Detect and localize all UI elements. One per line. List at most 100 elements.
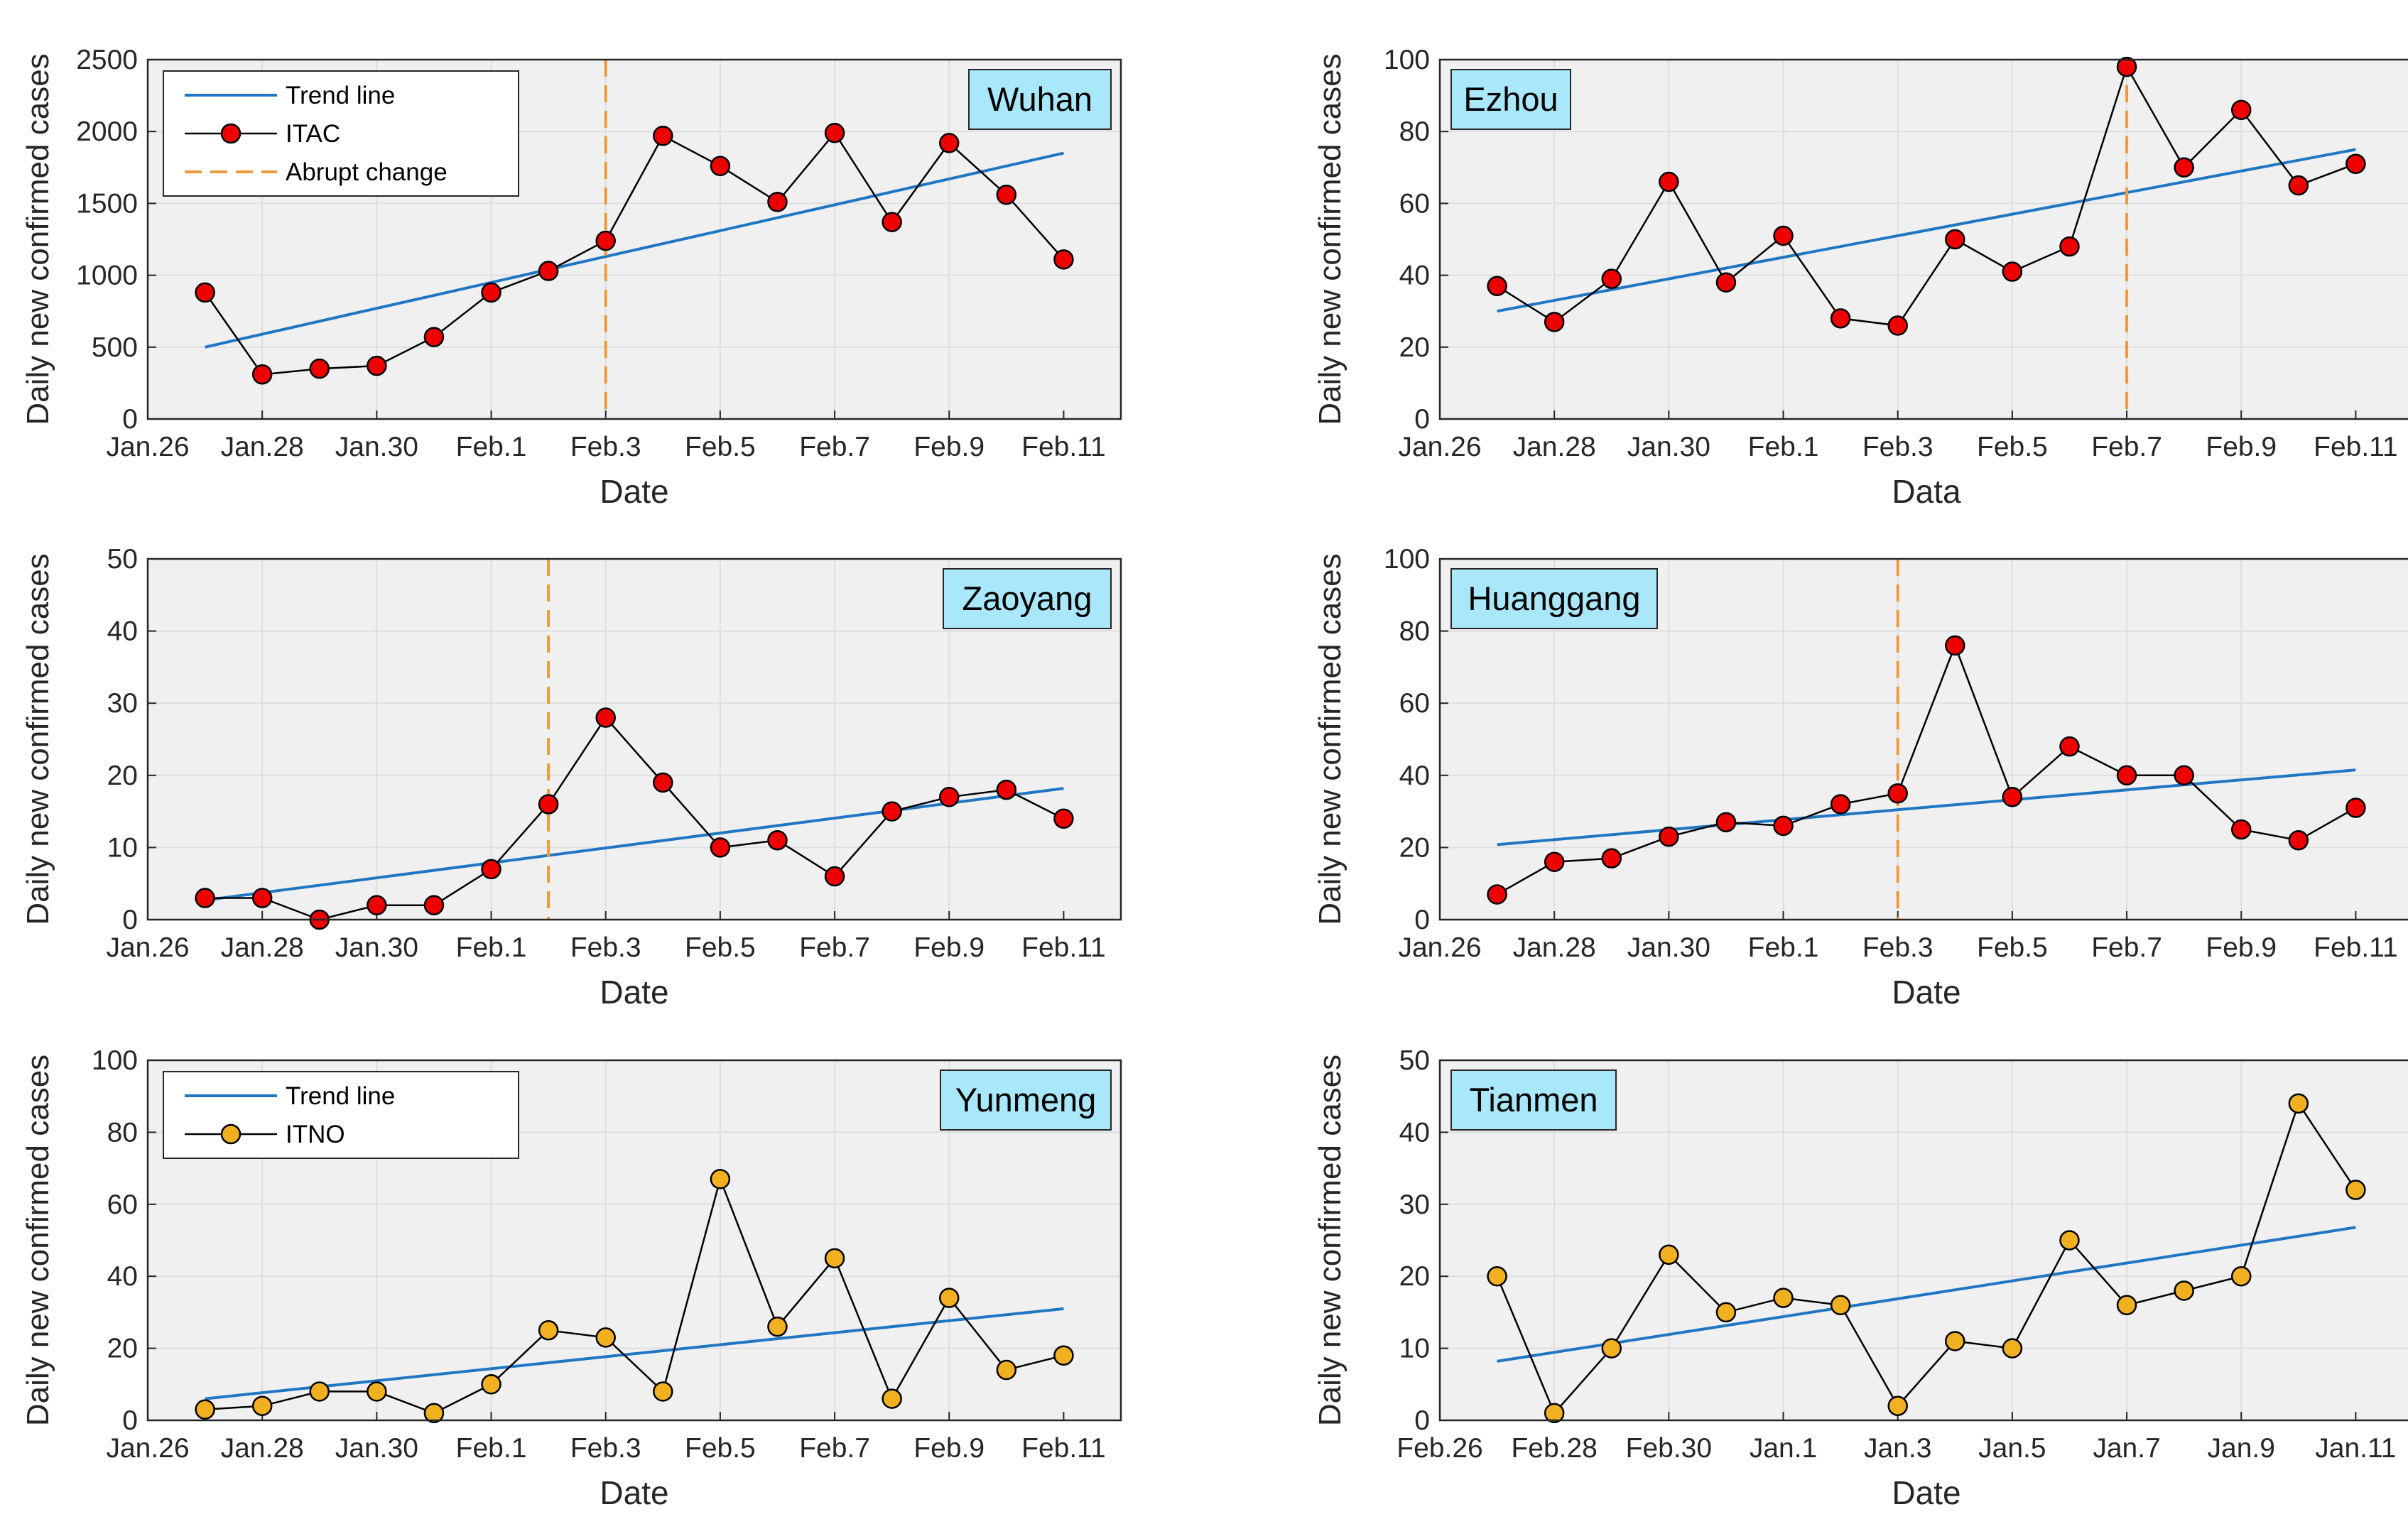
data-point: [2116, 1295, 2137, 1316]
x-tick-label: Feb.9: [913, 932, 985, 963]
city-label: Zaoyang: [962, 579, 1092, 617]
data-point: [653, 772, 673, 793]
data-point: [309, 1381, 330, 1402]
x-tick-label: Feb.11: [1021, 932, 1106, 963]
x-tick-label: Jan.5: [1978, 1433, 2046, 1464]
x-tick-label: Feb.3: [570, 432, 641, 462]
city-label: Wuhan: [987, 80, 1092, 118]
data-point: [367, 1381, 387, 1402]
x-tick-label: Feb.7: [799, 1433, 870, 1464]
x-tick-label: Feb.11: [1021, 432, 1106, 462]
data-point: [824, 866, 845, 887]
data-point: [195, 282, 215, 303]
x-tick-label: Jan.30: [335, 932, 418, 963]
x-tick-label: Feb.9: [2206, 432, 2277, 462]
data-point: [938, 787, 960, 807]
data-point: [2345, 798, 2366, 818]
x-tick-label: Jan.28: [221, 932, 304, 963]
data-point: [824, 122, 845, 143]
x-axis-label: Date: [600, 473, 668, 510]
data-point: [710, 156, 731, 177]
y-axis-label: Daily new confirmed cases: [21, 1055, 55, 1426]
x-tick-label: Feb.1: [456, 932, 527, 963]
x-tick-label: Jan.30: [1627, 932, 1710, 963]
data-point: [1715, 812, 1737, 833]
data-point: [538, 794, 559, 815]
subplot-wuhan: Jan.26 Jan.28 Jan.30 Feb.1 Feb.3 Feb.5 Feb.7 Fe…: [21, 45, 1122, 510]
series-line: [205, 716, 1064, 921]
x-axis-label: Date: [600, 1474, 668, 1511]
x-tick-label: Feb.28: [1511, 1433, 1597, 1464]
data-point: [1887, 1395, 1908, 1416]
data-point: [2230, 819, 2252, 840]
y-tick-label: 20: [1399, 1261, 1430, 1292]
data-point: [2002, 787, 2023, 807]
subplot-yunmeng: Jan.26 Jan.28 Jan.30 Feb.1 Feb.3 Feb.5 Feb.7 Fe…: [21, 1045, 1122, 1511]
data-point: [653, 126, 673, 146]
subplot-huanggang: Jan.26 Jan.28 Jan.30 Feb.1 Feb.3 Feb.5 Feb.7 Fe…: [1313, 544, 2408, 1011]
data-point: [1773, 225, 1794, 246]
x-tick-label: Feb.7: [2091, 432, 2162, 462]
x-tick-label: Jan.26: [106, 1433, 189, 1464]
y-tick-label: 40: [107, 616, 138, 647]
legend-label: Trend line: [286, 1082, 395, 1110]
y-axis-label: Daily new confirmed cases: [21, 553, 55, 925]
trend-line: [205, 1307, 1064, 1400]
x-tick-label: Jan.7: [2093, 1433, 2160, 1464]
data-point: [1487, 1266, 1507, 1287]
axes-frame: [146, 1059, 1122, 1422]
plot-area: [1440, 60, 2408, 419]
data-point: [1945, 1331, 1965, 1351]
data-point: [882, 212, 902, 232]
trend-line: [205, 787, 1064, 902]
data-point: [653, 1381, 673, 1402]
axes-frame: [146, 557, 1122, 921]
x-tick-label: Jan.26: [1398, 432, 1481, 462]
data-point: [1715, 272, 1737, 293]
data-point: [2002, 261, 2023, 282]
trend-line: [205, 151, 1064, 349]
data-point: [595, 707, 616, 728]
city-label-box: [968, 69, 1112, 130]
y-tick-label: 60: [1399, 688, 1430, 719]
x-tick-label: Feb.26: [1396, 1433, 1482, 1464]
x-tick-label: Feb.3: [1862, 432, 1934, 462]
y-tick-label: 40: [1399, 761, 1430, 791]
data-point: [481, 282, 501, 303]
data-point: [2059, 236, 2080, 257]
y-tick-label: 40: [1399, 261, 1430, 291]
x-tick-label: Jan.30: [335, 432, 418, 462]
city-label-box: [943, 568, 1112, 629]
y-tick-label: 50: [107, 544, 138, 575]
data-point: [882, 1388, 902, 1409]
x-tick-label: Feb.9: [913, 1433, 985, 1464]
data-point: [938, 133, 960, 153]
x-tick-label: Jan.28: [1513, 432, 1596, 462]
x-tick-label: Feb.1: [456, 432, 527, 462]
x-tick-label: Jan.9: [2208, 1433, 2275, 1464]
city-label: Huanggang: [1468, 579, 1640, 617]
y-tick-label: 100: [92, 1045, 138, 1076]
y-tick-label: 80: [1399, 616, 1430, 647]
y-tick-label: 30: [1399, 1190, 1430, 1220]
data-point: [1659, 826, 1679, 847]
y-tick-label: 20: [107, 761, 138, 791]
data-point: [195, 888, 215, 908]
data-point: [2059, 1230, 2080, 1251]
data-point: [1601, 268, 1622, 289]
data-point: [595, 1327, 616, 1348]
y-tick-label: 1000: [76, 261, 138, 291]
data-point: [2116, 765, 2137, 786]
data-point: [1887, 783, 1908, 804]
data-point: [2174, 1280, 2194, 1301]
data-point: [1830, 308, 1851, 329]
series-line: [1496, 1101, 2357, 1415]
x-tick-label: Feb.5: [685, 932, 756, 963]
data-point: [1773, 1288, 1794, 1308]
x-tick-label: Jan.28: [1513, 932, 1596, 963]
data-point: [1830, 1295, 1851, 1316]
trend-line: [1497, 1226, 2356, 1363]
city-label-box: [1450, 69, 1571, 130]
y-tick-label: 0: [122, 1405, 138, 1436]
